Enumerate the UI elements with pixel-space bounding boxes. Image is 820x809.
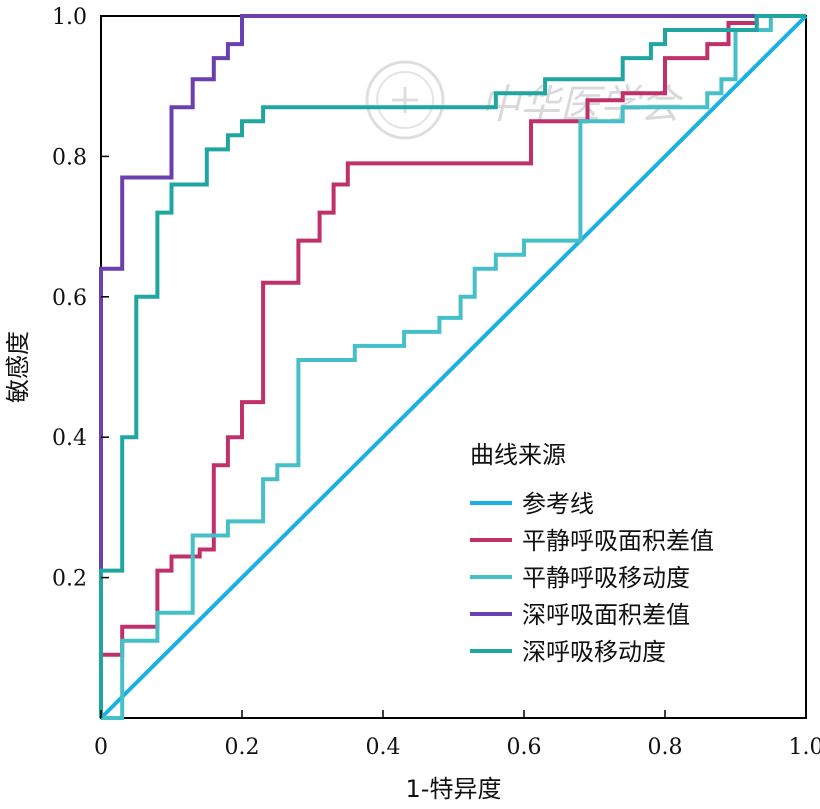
y-tick-label: 0.6 [52, 286, 87, 311]
legend-label-2: 平静呼吸面积差值 [522, 527, 714, 555]
series-layer [99, 14, 808, 720]
x-tick-label: 0 [94, 735, 108, 760]
watermark: 中华医学会 [365, 60, 684, 140]
y-tick-label: 0.4 [52, 426, 87, 451]
x-axis-title: 1-特异度 [406, 775, 502, 803]
y-tick-label: 1.0 [52, 5, 87, 30]
x-tick-label: 0.6 [507, 735, 542, 760]
x-tick-label: 0.4 [366, 735, 401, 760]
legend-label-4: 深呼吸面积差值 [522, 601, 690, 629]
x-tick-label: 0.8 [648, 735, 683, 760]
y-axis-title: 敏感度 [4, 331, 32, 403]
series-line-3 [101, 14, 806, 720]
watermark-seal [365, 60, 445, 140]
legend-label-1: 参考线 [522, 490, 594, 518]
y-tick-label: 0.8 [52, 145, 87, 170]
series-line-2 [101, 14, 806, 657]
legend-title: 曲线来源 [470, 441, 566, 469]
y-tick-label: 0.2 [52, 567, 87, 592]
series-line-4 [99, 14, 806, 571]
x-tick-label: 1.0 [789, 735, 820, 760]
ticks-layer: 0 0.2 0.4 0.6 0.8 1.0 0.2 0.4 0.6 0.8 1.0 [52, 5, 820, 760]
x-tick-label: 0.2 [225, 735, 260, 760]
legend-label-3: 平静呼吸移动度 [522, 564, 690, 592]
series-line-5 [99, 14, 806, 718]
series-line-1 [99, 14, 808, 720]
legend-label-5: 深呼吸移动度 [522, 638, 666, 666]
